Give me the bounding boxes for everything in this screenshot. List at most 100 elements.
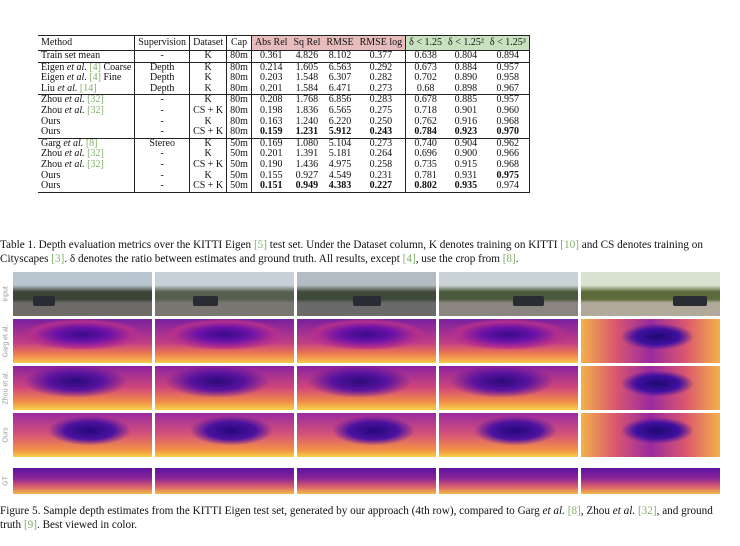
cell-metric: 0.900 (454, 148, 478, 160)
caption-text: . δ denotes the ratio between estimates … (64, 253, 403, 265)
input-image (439, 272, 578, 316)
cell-metric: 0.208 (251, 94, 291, 106)
cell-method: Zhou et al. [32] (38, 148, 136, 160)
cell-metric: 0.718 (414, 104, 437, 116)
cell-metric: 0.781 (414, 169, 437, 181)
table-row: Garg et al. [8] Stereo K 50m 0.169 1.080 5.104… (38, 137, 530, 150)
depth-map-image (581, 413, 720, 457)
cell-cap: 50m (226, 159, 252, 171)
citation-link[interactable]: [5] (253, 239, 267, 251)
table-row: Zhou et al. [32] - CS + K 50m 0.190 1.436 4.97… (38, 158, 530, 171)
citation-link[interactable]: [3] (51, 253, 65, 265)
car-shape (513, 296, 544, 306)
cell-method: Train set mean (38, 50, 136, 63)
cell-metric: 0.762 (414, 115, 437, 127)
cell-dataset: K (189, 170, 228, 182)
cell-metric: 0.916 (454, 115, 478, 127)
cell-metric: 0.702 (414, 72, 437, 84)
ground-truth-image (439, 468, 578, 494)
citation-link[interactable]: [32] (87, 148, 104, 160)
cell-metric: 0.974 (486, 180, 530, 193)
header-delta-2: δ < 1.25² (445, 35, 487, 51)
citation-link[interactable]: [8] (567, 505, 581, 517)
cell-method: Eigen et al. [4] Fine (38, 72, 136, 84)
cell-method: Zhou et al. [32] (38, 104, 136, 117)
cell-metric: 0.957 (486, 61, 530, 74)
figure-row-label: Ours (2, 427, 10, 443)
citation-link[interactable]: [32] (637, 505, 657, 517)
cell-supervision: - (134, 50, 191, 63)
table-caption: Table 1. Depth evaluation metrics over t… (0, 238, 736, 266)
cell-cap: 80m (226, 61, 252, 74)
figure-row-label: Zhou et al. (2, 371, 10, 405)
citation-link[interactable]: [4] (89, 72, 101, 84)
cell-supervision: - (134, 116, 191, 128)
citation-link[interactable]: [4] (89, 61, 101, 73)
header-dataset: Dataset (189, 35, 228, 51)
cell-dataset: K (189, 83, 228, 95)
cell-metric: 4.383 (323, 180, 357, 193)
citation-link[interactable]: [32] (87, 94, 104, 106)
cell-metric: 5.181 (328, 148, 352, 160)
cell-metric: 1.391 (295, 148, 319, 160)
cell-dataset: CS + K (189, 105, 228, 117)
depth-map-image (439, 366, 578, 410)
input-image (13, 272, 152, 316)
cell-dataset: K (189, 137, 228, 150)
cell-metric: 0.283 (356, 94, 407, 106)
cell-metric: 1.605 (290, 61, 324, 74)
cell-supervision: - (134, 159, 191, 171)
cell-metric: 0.949 (290, 180, 324, 193)
cell-method: Ours (38, 116, 136, 128)
cell-metric: 6.471 (328, 82, 352, 94)
citation-link[interactable]: [14] (79, 82, 97, 94)
citation-link[interactable]: [10] (560, 239, 579, 251)
header-cap: Cap (226, 35, 252, 51)
citation-link[interactable]: [8] (502, 253, 516, 265)
cell-dataset: CS + K (189, 180, 228, 193)
cell-metric: 0.678 (405, 94, 445, 106)
cell-metric: 0.696 (414, 148, 437, 160)
header-supervision: Supervision (134, 35, 191, 51)
cell-metric: 4.826 (290, 50, 324, 63)
cell-metric: 0.975 (486, 170, 530, 182)
cell-metric: 0.784 (414, 126, 437, 138)
cell-metric: 0.231 (356, 170, 407, 182)
cell-dataset: CS + K (189, 126, 228, 139)
depth-map-image (439, 413, 578, 457)
cell-metric: 0.957 (486, 94, 530, 106)
cell-metric: 0.273 (356, 137, 407, 150)
citation-link[interactable]: [4] (402, 253, 416, 265)
caption-italic: et al. (612, 505, 636, 517)
cell-metric: 0.258 (356, 159, 407, 171)
cell-metric: 5.912 (328, 126, 352, 138)
cell-method: Zhou et al. [32] (38, 94, 136, 106)
cell-metric: 0.292 (356, 61, 407, 74)
caption-text: test set. Under the Dataset column, K de… (267, 239, 561, 251)
header-method: Method (38, 35, 136, 51)
cell-metric: 0.740 (405, 137, 445, 150)
citation-link[interactable]: [32] (87, 158, 104, 170)
input-image (581, 272, 720, 316)
cell-cap: 50m (226, 180, 252, 193)
depth-map-image (581, 319, 720, 363)
citation-link[interactable]: [8] (85, 137, 98, 149)
cell-metric: 1.231 (295, 126, 319, 138)
cell-metric: 0.962 (486, 137, 530, 150)
cell-metric: 0.275 (356, 105, 407, 117)
cell-cap: 80m (226, 50, 252, 63)
depth-map-image (155, 413, 294, 457)
cell-metric: 0.904 (445, 137, 487, 150)
citation-link[interactable]: [9] (23, 519, 37, 531)
cell-metric: 0.201 (259, 148, 283, 160)
cell-metric: 0.970 (486, 126, 530, 139)
cell-metric: 0.250 (356, 116, 407, 128)
citation-link[interactable]: [32] (87, 104, 104, 116)
cell-cap: 80m (226, 126, 252, 139)
cell-metric: 4.975 (328, 158, 352, 170)
cell-metric: 1.584 (295, 82, 319, 94)
cell-metric: 0.273 (356, 83, 407, 95)
input-image (155, 272, 294, 316)
cell-cap: 80m (226, 73, 252, 84)
table-body: Train set mean - K 80m 0.361 4.826 8.102 0.377 0… (38, 50, 530, 193)
